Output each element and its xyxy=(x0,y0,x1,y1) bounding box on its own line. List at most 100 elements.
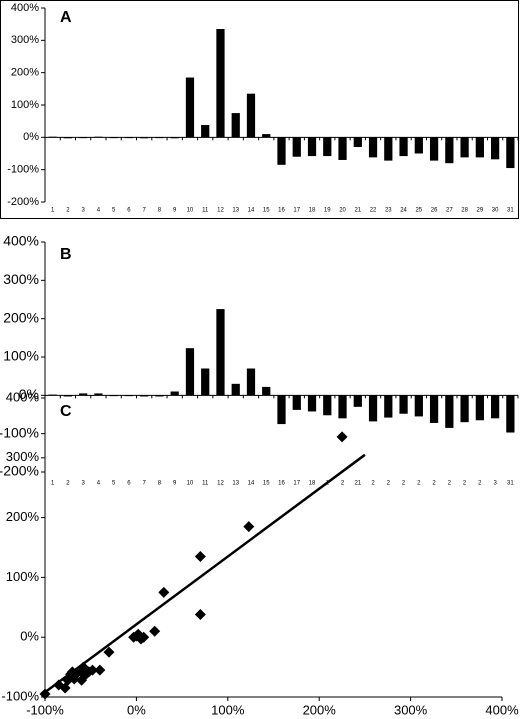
x-tick-label: 1 xyxy=(51,208,55,214)
bar xyxy=(63,137,73,139)
x-tick-label: 4 xyxy=(97,481,101,487)
bar xyxy=(506,137,515,169)
bar xyxy=(170,391,179,396)
bar xyxy=(94,136,103,138)
x-tick-label: 7 xyxy=(143,208,147,214)
x-tick-label: 200% xyxy=(303,702,337,717)
x-tick-label: 12 xyxy=(217,481,224,487)
x-tick-label: 3 xyxy=(81,208,85,214)
bar xyxy=(292,137,301,157)
x-tick-label: 22 xyxy=(370,208,377,214)
bar xyxy=(429,395,439,423)
x-tick-label: 21 xyxy=(354,208,361,214)
x-tick-label: 2 xyxy=(478,481,482,487)
y-tick-label: 400% xyxy=(3,233,39,249)
bar xyxy=(414,395,423,417)
x-tick-label: 20 xyxy=(339,208,346,214)
bar xyxy=(185,348,195,396)
y-tick-label: 200% xyxy=(3,309,39,325)
bar xyxy=(94,393,103,396)
x-tick-label: 12 xyxy=(217,208,224,214)
x-tick-label: 15 xyxy=(263,208,270,214)
bar xyxy=(368,395,378,422)
bar xyxy=(384,395,393,418)
point xyxy=(336,431,348,443)
point xyxy=(194,550,206,562)
bar xyxy=(368,137,378,158)
bar xyxy=(124,137,134,139)
point xyxy=(158,586,170,598)
x-tick-label: 2 xyxy=(402,481,406,487)
x-tick-label: 3 xyxy=(493,481,497,487)
y-tick-label: 300% xyxy=(11,34,39,46)
bar xyxy=(490,395,500,419)
x-tick-label: 13 xyxy=(232,208,239,214)
bar xyxy=(399,137,408,157)
x-tick-label: 17 xyxy=(293,481,300,487)
y-tick-label: 200% xyxy=(6,509,40,524)
point xyxy=(138,631,150,643)
x-tick-label: 31 xyxy=(507,481,514,487)
x-tick-label: 16 xyxy=(278,481,285,487)
x-tick-label: -100% xyxy=(26,702,64,717)
x-tick-label: 30 xyxy=(492,208,499,214)
bar xyxy=(201,368,210,396)
bar xyxy=(109,137,118,139)
bar xyxy=(231,113,240,138)
bar xyxy=(429,137,439,161)
bar xyxy=(231,383,240,396)
point xyxy=(149,625,161,637)
bar xyxy=(307,137,317,157)
panel-a-frame xyxy=(0,0,519,219)
bar xyxy=(307,395,317,412)
y-tick-label: 300% xyxy=(3,271,39,287)
x-tick-label: 100% xyxy=(211,702,245,717)
x-tick-label: 15 xyxy=(263,481,270,487)
x-tick-label: 1 xyxy=(51,481,55,487)
x-tick-label: 14 xyxy=(248,208,255,214)
bar xyxy=(246,368,256,396)
x-tick-label: 16 xyxy=(278,208,285,214)
panel-label: A xyxy=(60,9,72,26)
panel-label: C xyxy=(60,403,72,420)
x-tick-label: 3 xyxy=(81,481,85,487)
bar xyxy=(124,395,134,397)
x-tick-label: 6 xyxy=(127,208,131,214)
y-tick-label: -200% xyxy=(0,463,39,479)
bar xyxy=(460,395,469,423)
x-tick-label: 2 xyxy=(417,481,421,487)
bar xyxy=(48,136,57,138)
y-tick-label: 400% xyxy=(6,389,40,404)
x-tick-label: 2 xyxy=(66,481,70,487)
y-tick-label: -100% xyxy=(0,424,39,440)
x-tick-label: 18 xyxy=(309,208,316,214)
y-tick-label: -200% xyxy=(7,196,39,208)
y-tick-label: 100% xyxy=(11,99,39,111)
bar xyxy=(155,137,164,139)
y-tick-label: 0% xyxy=(20,629,39,644)
bar xyxy=(445,137,454,164)
bar xyxy=(338,137,347,160)
x-tick-label: 2 xyxy=(371,481,375,487)
x-tick-label: 27 xyxy=(446,208,453,214)
bar xyxy=(140,395,149,397)
x-tick-label: 26 xyxy=(431,208,438,214)
x-tick-label: 9 xyxy=(173,481,177,487)
x-tick-label: 31 xyxy=(507,208,514,214)
bar xyxy=(48,394,57,396)
x-tick-label: 300% xyxy=(394,702,428,717)
bar xyxy=(201,125,210,138)
x-tick-label: 28 xyxy=(461,208,468,214)
bar xyxy=(460,137,469,158)
y-tick-label: 400% xyxy=(11,2,39,14)
point xyxy=(194,608,206,620)
x-tick-label: 4 xyxy=(97,208,101,214)
x-tick-label: 2 xyxy=(463,481,467,487)
x-tick-label: 10 xyxy=(187,481,194,487)
bar xyxy=(414,137,423,154)
x-tick-label: 24 xyxy=(400,208,407,214)
x-tick-label: 29 xyxy=(477,208,484,214)
bar xyxy=(490,137,500,160)
x-tick-label: 9 xyxy=(173,208,177,214)
